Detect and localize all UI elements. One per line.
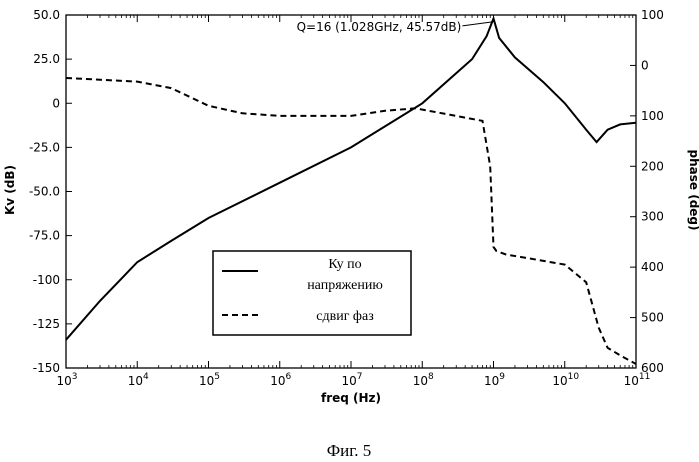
y2-tick-label-4: 300: [641, 210, 664, 224]
y2-tick-label-0: 100: [641, 8, 664, 22]
legend-label-phase: сдвиг фаз: [316, 309, 374, 324]
y2-tick-label-1: 0: [641, 58, 649, 72]
y2-tick-label-6: 500: [641, 311, 664, 325]
y-tick-label-8: -150: [33, 361, 60, 375]
x-tick-label-6: 109: [484, 372, 505, 388]
x-tick-label-8: 1011: [624, 372, 651, 388]
legend-box: [213, 251, 411, 335]
y2-tick-label-2: 100: [641, 109, 664, 123]
x-axis-title: freq (Hz): [321, 391, 381, 405]
x-tick-label-2: 105: [199, 372, 220, 388]
x-tick-label-4: 107: [341, 372, 362, 388]
x-tick-label-3: 106: [270, 372, 291, 388]
peak-annotation: Q=16 (1.028GHz, 45.57dB): [297, 20, 493, 34]
y-tick-label-7: -125: [33, 317, 60, 331]
y-tick-label-5: -75.0: [29, 229, 60, 243]
y-tick-label-4: -50.0: [29, 185, 60, 199]
x-tick-label-5: 108: [413, 372, 434, 388]
x-tick-label-0: 103: [56, 372, 77, 388]
legend-label-voltage-2: напряжению: [307, 278, 383, 293]
y-tick-label-0: 50.0: [33, 8, 60, 22]
y-tick-label-2: 0: [52, 96, 60, 110]
y2-axis-title: phase (deg): [687, 150, 699, 231]
y2-tick-label-3: 200: [641, 159, 664, 173]
y-tick-label-1: 25.0: [33, 52, 60, 66]
annotation-text: Q=16 (1.028GHz, 45.57dB): [297, 20, 462, 34]
y-tick-label-6: -100: [33, 273, 60, 287]
y2-tick-label-5: 400: [641, 260, 664, 274]
legend-label-voltage-1: Ку по: [328, 257, 361, 272]
legend: Ку по напряжению сдвиг фаз: [213, 251, 411, 335]
y-axis-right: 1000100200300400500600: [630, 8, 664, 375]
figure-caption: Фиг. 5: [327, 441, 372, 460]
y-axis-title: Kv (dB): [3, 165, 17, 215]
x-tick-label-7: 1010: [552, 372, 579, 388]
annotation-leader: [462, 22, 492, 26]
x-tick-label-1: 104: [128, 372, 149, 388]
y-tick-label-3: -25.0: [29, 140, 60, 154]
